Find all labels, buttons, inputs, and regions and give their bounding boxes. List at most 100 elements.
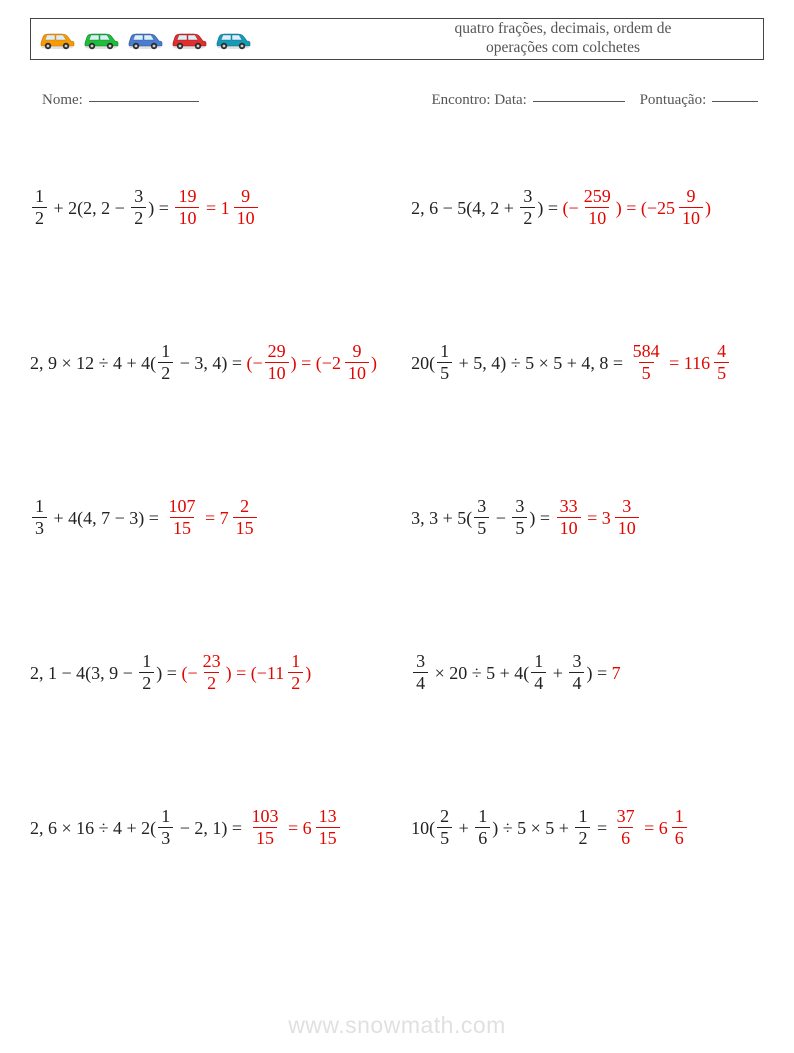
fraction: 12	[575, 807, 590, 848]
fraction-denominator: 2	[139, 672, 154, 693]
problem-row: 13 + 4(4, 7 − 3) = 10715 = 72153, 3 + 5(…	[30, 440, 794, 595]
problem-cell: 13 + 4(4, 7 − 3) = 10715 = 7215	[30, 497, 411, 538]
math-text: − 2, 1)	[175, 819, 227, 837]
fraction: 13	[158, 807, 173, 848]
fraction-numerator: 2	[237, 497, 252, 517]
problem-cell: 2, 1 − 4(3, 9 − 12) = (−232) = (−1112)	[30, 652, 411, 693]
mixed-whole: 25	[657, 199, 675, 217]
equals-sign: =	[162, 664, 181, 682]
fraction-denominator: 2	[520, 207, 535, 228]
fraction-numerator: 1	[288, 652, 303, 672]
mixed-whole: 2	[332, 354, 341, 372]
answer: 10315 = 61315	[247, 807, 342, 848]
equals-sign: =	[535, 509, 554, 527]
car-icon	[37, 28, 77, 50]
expression: 2, 1 − 4(3, 9 − 12) = (−232) = (−1112)	[30, 652, 311, 693]
answer: (−2910) = (−2910)	[247, 342, 377, 383]
fraction: 5845	[630, 342, 663, 383]
date-label: Encontro: Data:	[431, 92, 526, 108]
fraction: 910	[234, 187, 258, 228]
math-text: 20(	[411, 354, 435, 372]
answer: 376 = 616	[612, 807, 689, 848]
math-text: )	[305, 664, 311, 682]
fraction-numerator: 9	[684, 187, 699, 207]
fraction: 35	[512, 497, 527, 538]
math-text: =	[284, 819, 303, 837]
math-text: + 5, 4) ÷ 5 × 5 + 4, 8	[454, 354, 608, 372]
equals-sign: =	[144, 509, 163, 527]
fraction: 25910	[581, 187, 614, 228]
fraction: 14	[531, 652, 546, 693]
title-line-2: operações com colchetes	[486, 39, 640, 56]
fraction: 232	[200, 652, 224, 693]
expression: 34 × 20 ÷ 5 + 4(14 + 34) = 7	[411, 652, 621, 693]
fraction-denominator: 15	[170, 517, 194, 538]
fraction-denominator: 3	[158, 827, 173, 848]
fraction-denominator: 3	[32, 517, 47, 538]
fraction-denominator: 10	[615, 517, 639, 538]
fraction: 16	[475, 807, 490, 848]
header-bar: quatro frações, decimais, ordem de opera…	[30, 18, 764, 60]
fraction-denominator: 4	[531, 672, 546, 693]
fraction: 1910	[175, 187, 199, 228]
expression: 10(25 + 16) ÷ 5 × 5 + 12 = 376 = 616	[411, 807, 689, 848]
fraction-denominator: 2	[32, 207, 47, 228]
fraction-numerator: 3	[619, 497, 634, 517]
fraction-numerator: 3	[512, 497, 527, 517]
worksheet-page: quatro frações, decimais, ordem de opera…	[0, 0, 794, 1053]
math-text: =	[200, 509, 219, 527]
problem-cell: 34 × 20 ÷ 5 + 4(14 + 34) = 7	[411, 652, 794, 693]
math-text: ) ÷ 5 × 5 +	[492, 819, 573, 837]
fraction-numerator: 259	[581, 187, 614, 207]
meta-row: Nome: Encontro: Data: Pontuação:	[42, 92, 764, 109]
score-label: Pontuação:	[640, 92, 707, 108]
fraction-numerator: 3	[474, 497, 489, 517]
problem-row: 2, 1 − 4(3, 9 − 12) = (−232) = (−1112)34…	[30, 595, 794, 750]
fraction-denominator: 5	[474, 517, 489, 538]
fraction: 2910	[265, 342, 289, 383]
math-text: )	[705, 199, 711, 217]
fraction: 10315	[249, 807, 282, 848]
fraction-denominator: 6	[672, 827, 687, 848]
date-blank	[533, 101, 625, 102]
fraction-denominator: 6	[618, 827, 633, 848]
math-text: −	[491, 509, 510, 527]
math-text: 2, 1 − 4(3, 9 −	[30, 664, 137, 682]
fraction-numerator: 19	[175, 187, 199, 207]
fraction: 45	[714, 342, 729, 383]
fraction: 3310	[557, 497, 581, 538]
mixed-number: 3310	[602, 497, 641, 538]
problem-cell: 3, 3 + 5(35 − 35) = 3310 = 3310	[411, 497, 794, 538]
fraction-numerator: 1	[475, 807, 490, 827]
expression: 2, 6 × 16 ÷ 4 + 2(13 − 2, 1) = 10315 = 6…	[30, 807, 342, 848]
expression: 2, 6 − 5(4, 2 + 32) = (−25910) = (−25910…	[411, 187, 711, 228]
math-text: +	[454, 819, 473, 837]
math-text: +	[548, 664, 567, 682]
mixed-whole: 7	[220, 509, 229, 527]
problem-cell: 2, 6 × 16 ÷ 4 + 2(13 − 2, 1) = 10315 = 6…	[30, 807, 411, 848]
answer: 1910 = 1910	[173, 187, 259, 228]
problem-cell: 20(15 + 5, 4) ÷ 5 × 5 + 4, 8 = 5845 = 11…	[411, 342, 794, 383]
fraction-numerator: 1	[139, 652, 154, 672]
fraction-denominator: 10	[265, 362, 289, 383]
math-text: 3, 3 + 5(	[411, 509, 472, 527]
fraction-numerator: 1	[32, 497, 47, 517]
problem-row: 12 + 2(2, 2 − 32) = 1910 = 19102, 6 − 5(…	[30, 130, 794, 285]
fraction-numerator: 1	[672, 807, 687, 827]
fraction-denominator: 15	[233, 517, 257, 538]
car-icon	[125, 28, 165, 50]
fraction-denominator: 10	[345, 362, 369, 383]
fraction-numerator: 1	[575, 807, 590, 827]
fraction: 35	[474, 497, 489, 538]
fraction: 310	[615, 497, 639, 538]
fraction: 12	[158, 342, 173, 383]
expression: 3, 3 + 5(35 − 35) = 3310 = 3310	[411, 497, 641, 538]
fraction-denominator: 4	[569, 672, 584, 693]
fraction: 12	[288, 652, 303, 693]
fraction: 376	[614, 807, 638, 848]
mixed-number: 7215	[220, 497, 259, 538]
equals-sign: =	[154, 199, 173, 217]
fraction-numerator: 4	[714, 342, 729, 362]
fraction-denominator: 15	[316, 827, 340, 848]
mixed-number: 2910	[332, 342, 371, 383]
